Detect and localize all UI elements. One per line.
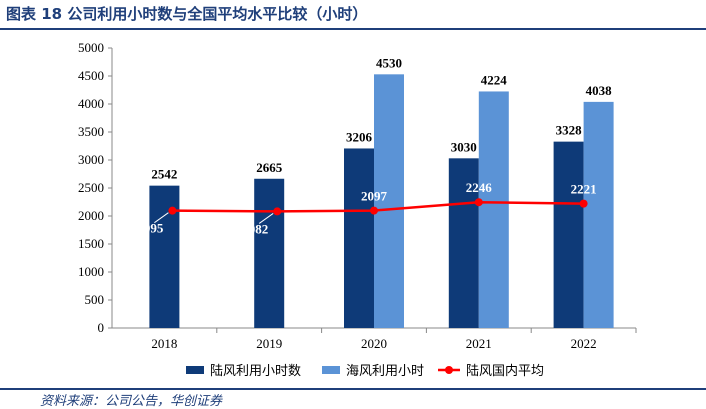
data-label-sea-2022: 4038 <box>586 83 613 98</box>
y-tick-label: 0 <box>98 320 105 335</box>
bar-sea-2022 <box>583 101 614 328</box>
y-tick-label: 1000 <box>78 264 104 279</box>
average-label-2022: 2221 <box>571 182 597 197</box>
x-tick-label: 2022 <box>571 336 597 351</box>
y-tick-label: 3000 <box>78 152 104 167</box>
bar-land-2020 <box>344 148 374 328</box>
title-divider <box>0 28 706 30</box>
chart-axes: 0 500 1000 1500 2000 2500 3000 3500 4000 4500 5000… <box>78 40 637 351</box>
legend-swatch-land <box>186 366 204 374</box>
chart: 0 500 1000 1500 2000 2500 3000 3500 4000 4500 5000… <box>78 40 637 379</box>
average-label-2020: 2097 <box>361 189 388 204</box>
x-tick-label: 2019 <box>256 336 282 351</box>
average-point-2020 <box>370 206 378 215</box>
y-tick-label: 5000 <box>78 40 104 55</box>
chart-data-labels: 2542 2665 3206 4530 3030 4224 3328 4038 2095 2082… <box>137 55 612 236</box>
average-label-2019: 2082 <box>242 221 268 236</box>
legend-label-land: 陆风利用小时数 <box>210 363 301 379</box>
data-label-land-2022: 3328 <box>556 123 583 138</box>
average-label-2021: 2246 <box>466 180 493 195</box>
chart-title: 图表 18 公司利用小时数与全国平均水平比较（小时） <box>6 5 368 23</box>
average-leader-2018 <box>154 212 169 224</box>
x-tick-label: 2021 <box>466 336 492 351</box>
chart-legend: 陆风利用小时数 海风利用小时 陆风国内平均 <box>186 363 544 379</box>
x-tick-label: 2018 <box>151 336 177 351</box>
average-point-2019 <box>273 207 282 216</box>
legend-label-average: 陆风国内平均 <box>466 363 544 379</box>
y-tick-label: 1500 <box>78 236 104 251</box>
bar-sea-2021 <box>478 91 509 329</box>
bar-sea-2020 <box>374 74 404 328</box>
y-tick-label: 2000 <box>78 208 104 223</box>
y-tick-label: 3500 <box>78 124 104 139</box>
bar-land-2018 <box>149 185 180 328</box>
y-tick-label: 2500 <box>78 180 104 195</box>
average-point-2022 <box>579 199 588 208</box>
y-tick-label: 4000 <box>78 96 104 111</box>
average-point-2018 <box>168 206 177 215</box>
data-label-sea-2020: 4530 <box>376 55 402 70</box>
legend-label-sea: 海风利用小时 <box>346 364 424 379</box>
bar-land-2022 <box>553 141 584 328</box>
chart-average-line <box>168 198 588 216</box>
source-note: 资料来源：公司公告，华创证券 <box>40 394 223 409</box>
y-tick-label: 500 <box>85 292 105 307</box>
bar-land-2019 <box>254 178 285 328</box>
average-point-2021 <box>474 198 483 207</box>
data-label-land-2019: 2665 <box>256 160 283 175</box>
data-label-land-2018: 2542 <box>151 167 177 182</box>
legend-marker-average <box>445 366 453 374</box>
x-tick-label: 2020 <box>361 336 387 351</box>
bar-land-2021 <box>448 158 479 328</box>
average-leader-2019 <box>258 213 274 224</box>
data-label-land-2020: 3206 <box>346 129 373 144</box>
footer-divider <box>0 388 706 390</box>
data-label-land-2021: 3030 <box>451 139 477 154</box>
y-tick-label: 4500 <box>78 68 104 83</box>
legend-swatch-sea <box>322 366 340 374</box>
average-label-2018: 2095 <box>137 221 164 236</box>
data-label-sea-2021: 4224 <box>481 72 508 87</box>
chart-bars <box>149 74 614 329</box>
